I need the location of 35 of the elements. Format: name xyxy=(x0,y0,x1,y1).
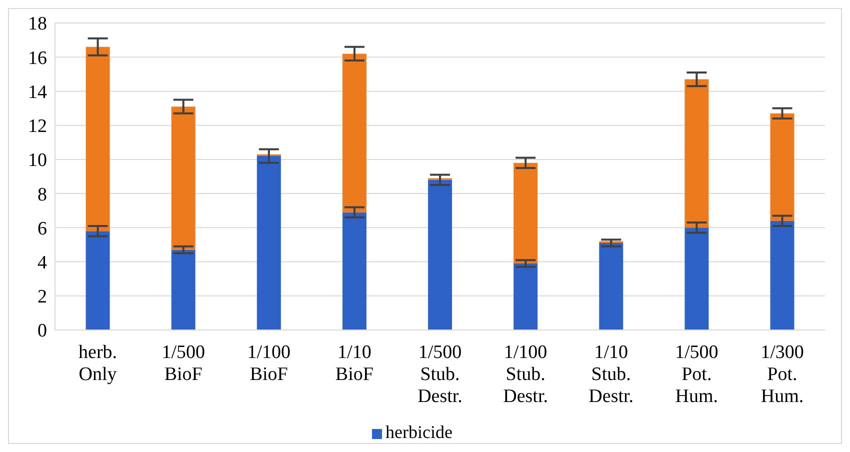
bar xyxy=(684,79,709,228)
y-tick-label: 2 xyxy=(38,286,47,308)
x-tick-label: 1/10 Stub. Destr. xyxy=(588,342,634,407)
bar xyxy=(86,231,110,330)
y-tick-label: 6 xyxy=(38,218,47,240)
bar xyxy=(171,106,196,250)
x-tick-label: 1/100 Stub. Destr. xyxy=(503,342,548,407)
bar xyxy=(86,46,110,232)
bar xyxy=(684,228,709,330)
y-tick-label: 10 xyxy=(28,150,47,172)
x-tick-label: 1/300 Pot. Hum. xyxy=(760,342,804,407)
bar xyxy=(342,212,366,330)
x-tick-label: 1/500 Pot. Hum. xyxy=(675,342,718,407)
y-tick-label: 12 xyxy=(28,116,47,138)
x-tick-label: herb. Only xyxy=(78,342,118,385)
bar xyxy=(599,243,624,330)
bar xyxy=(428,180,452,330)
bar xyxy=(171,250,196,330)
x-tick-label: 1/500 Stub. Destr. xyxy=(418,342,462,407)
y-tick-label: 4 xyxy=(38,252,48,274)
x-tick-label: 1/10 BioF xyxy=(335,342,374,385)
y-tick-label: 14 xyxy=(28,82,48,103)
bar xyxy=(514,162,538,264)
bar xyxy=(514,263,538,330)
bar xyxy=(342,54,366,212)
y-tick-label: 8 xyxy=(38,184,47,206)
x-tick-label: 1/100 BioF xyxy=(247,342,291,385)
bar xyxy=(256,156,281,330)
bar xyxy=(770,220,794,330)
y-tick-label: 0 xyxy=(38,320,47,342)
x-tick-label: 1/500 BioF xyxy=(162,342,205,385)
y-tick-label: 18 xyxy=(28,14,47,35)
y-tick-label: 16 xyxy=(28,48,47,69)
bar xyxy=(770,113,794,221)
legend-label: herbicide xyxy=(386,422,452,442)
